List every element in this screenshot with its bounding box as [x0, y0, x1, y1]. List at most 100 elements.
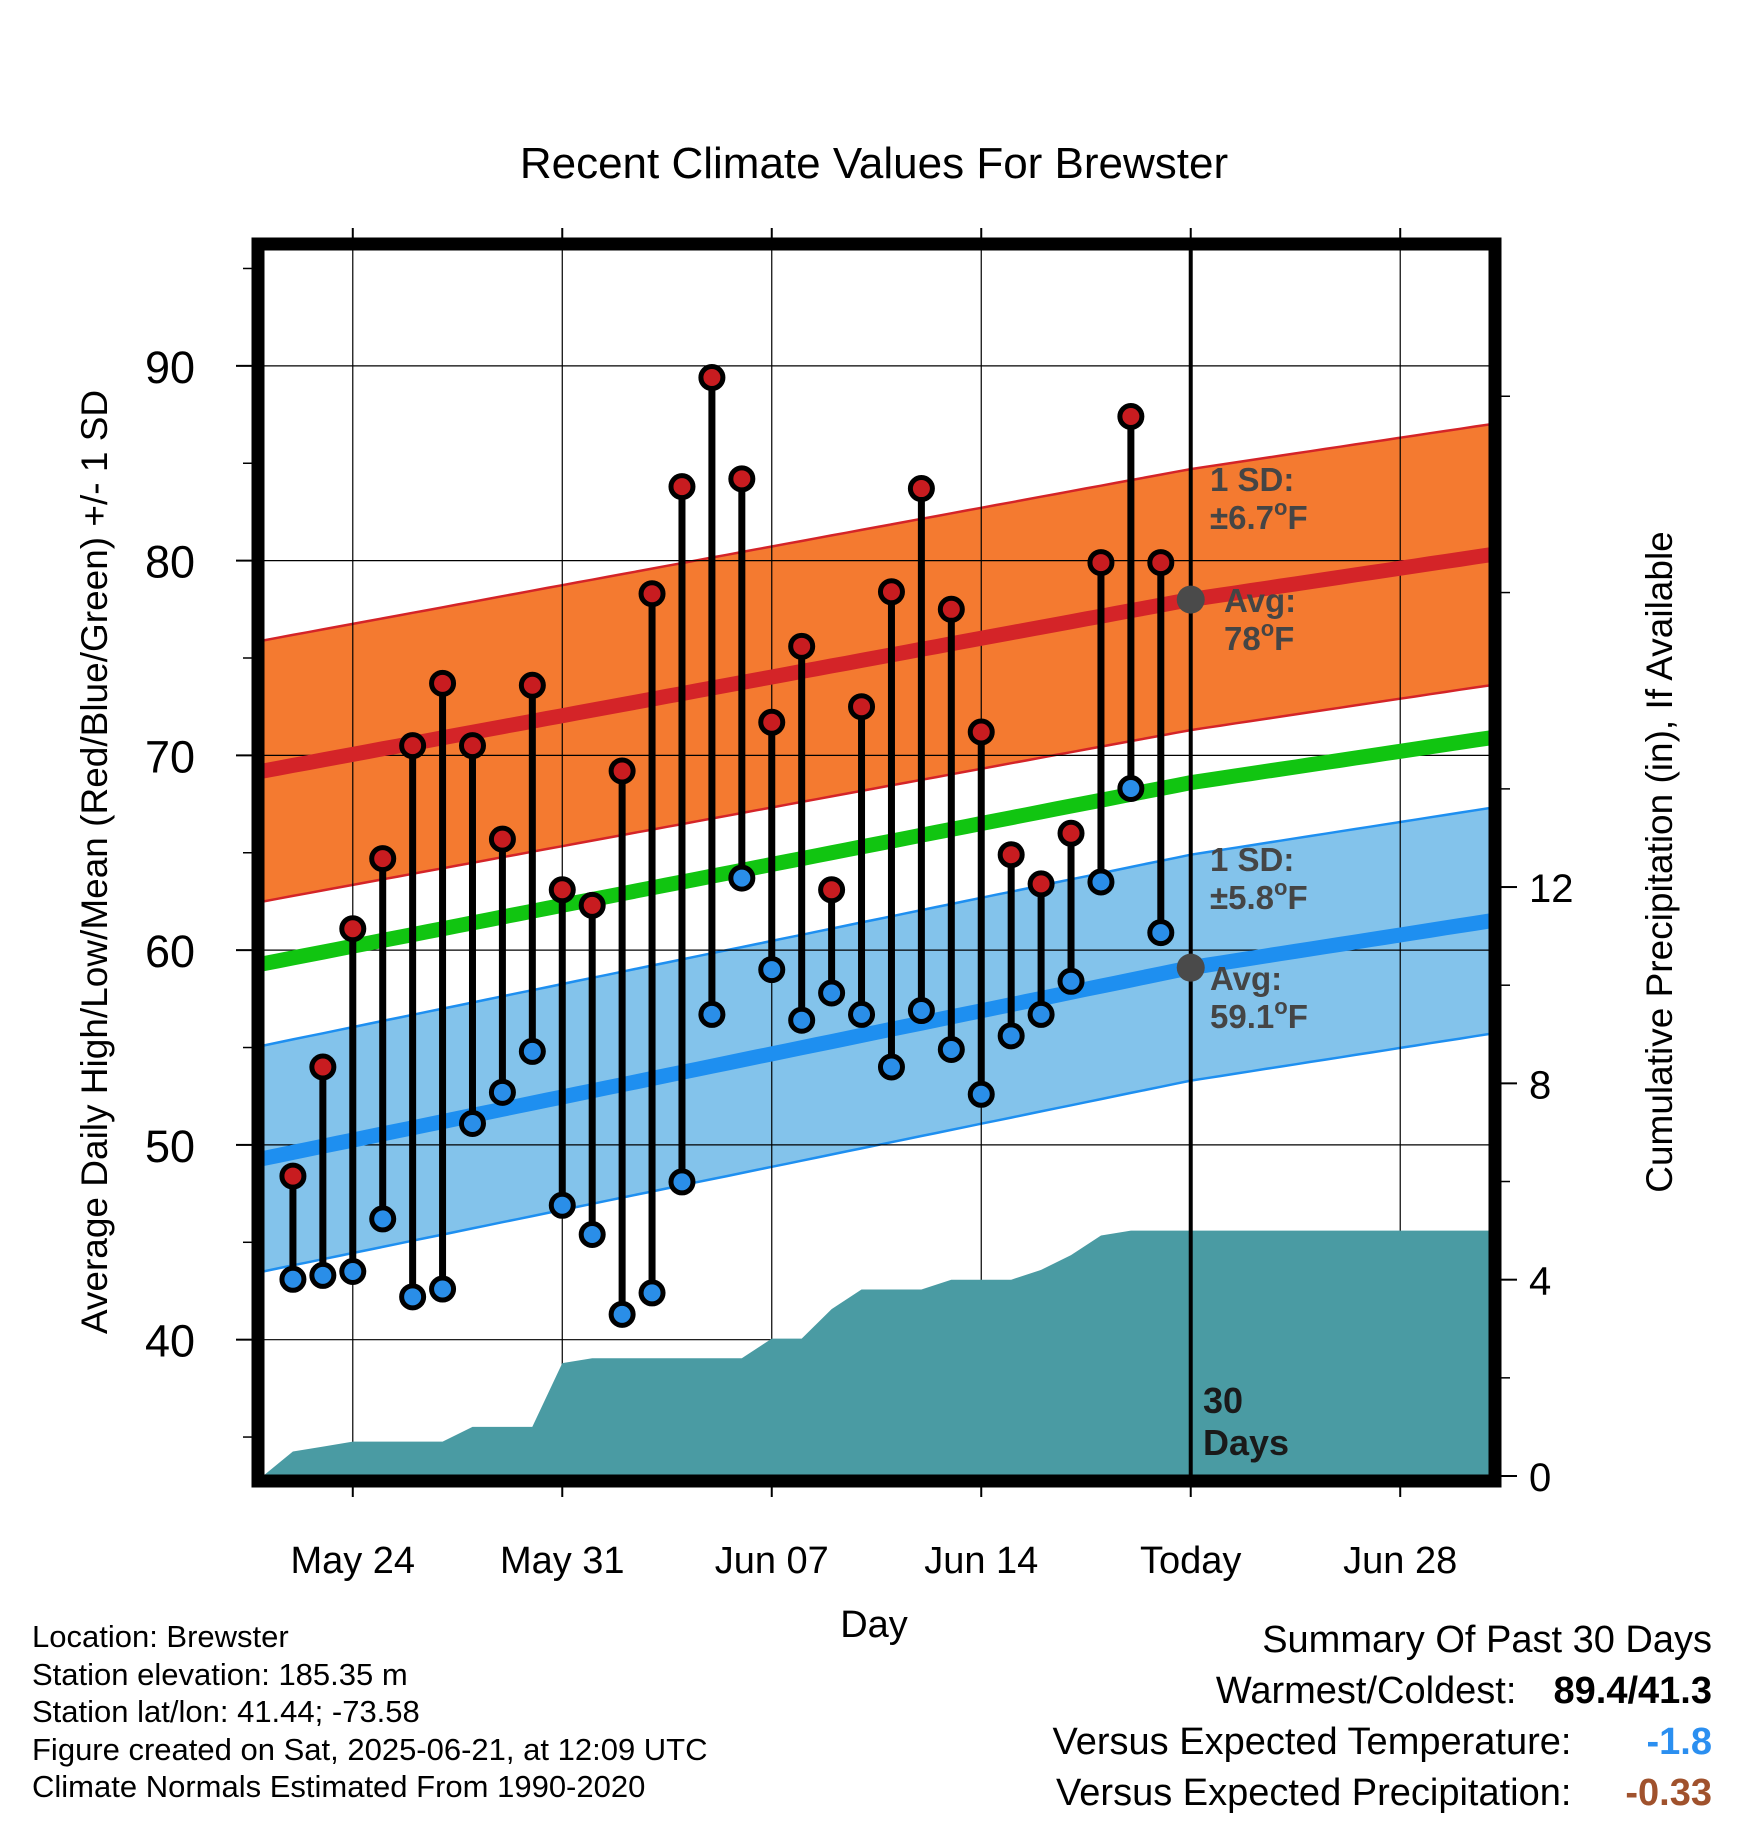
high-band-lower-edge: [263, 684, 1490, 903]
low-point: [608, 1300, 636, 1328]
y2-tick-label: 4: [1529, 1260, 1551, 1304]
high-point: [1117, 402, 1145, 430]
low-point: [488, 1078, 516, 1106]
y-tick-label: 80: [145, 537, 195, 588]
y2-axis-label: Cumulative Precipitation (in), If Availa…: [1639, 531, 1680, 1193]
y-tick-label: 40: [145, 1316, 195, 1367]
plot-frame: [251, 237, 1502, 1488]
high-point: [848, 693, 876, 721]
info-location: Location: Brewster: [32, 1619, 289, 1654]
high-point: [758, 708, 786, 736]
x-tick-label: Jun 07: [715, 1540, 829, 1582]
high-point: [429, 669, 457, 697]
high-point: [1147, 549, 1175, 577]
high-point: [488, 825, 516, 853]
summary-warm-cold-row: Warmest/Coldest: 89.4/41.3: [1053, 1666, 1712, 1717]
high-point: [1057, 819, 1085, 847]
y-axis-label: Average Daily High/Low/Mean (Red/Blue/Gr…: [74, 390, 115, 1334]
station-info: Location: Brewster Station elevation: 18…: [32, 1618, 708, 1806]
high-point: [369, 845, 397, 873]
low-point: [698, 1000, 726, 1028]
x-tick-label: May 24: [290, 1540, 415, 1582]
low-avg-annotation: Avg: 59.1oF: [1210, 960, 1308, 1035]
high-band-upper-edge: [263, 423, 1490, 642]
low-point: [638, 1279, 666, 1307]
summary-panel: Summary Of Past 30 Days Warmest/Coldest:…: [1053, 1615, 1712, 1819]
low-point: [997, 1022, 1025, 1050]
x-tick-label: May 31: [500, 1540, 625, 1582]
high-point: [907, 475, 935, 503]
low-point: [848, 1000, 876, 1028]
low-point: [548, 1191, 576, 1219]
today-high-avg-marker: [1176, 585, 1205, 614]
y2-tick-label: 0: [1529, 1456, 1551, 1500]
summary-temp-row: Versus Expected Temperature: -1.8: [1053, 1717, 1712, 1768]
low-point: [279, 1265, 307, 1293]
info-elevation: Station elevation: 185.35 m: [32, 1656, 408, 1692]
low-point: [578, 1220, 606, 1248]
high-point: [788, 632, 816, 660]
low-point: [1147, 919, 1175, 947]
low-point: [907, 997, 935, 1025]
plot-area: 1 SD: ±6.7oF Avg: 78oF 1 SD: ±5.8oF Avg: 59.1oF…: [263, 249, 1490, 1476]
low-point: [818, 979, 846, 1007]
high-point: [399, 732, 427, 760]
low-point: [937, 1035, 965, 1063]
high-point: [458, 732, 486, 760]
low-point: [458, 1109, 486, 1137]
high-point: [1027, 870, 1055, 898]
summary-precip-value: -0.33: [1625, 1772, 1712, 1814]
info-normals: Climate Normals Estimated From 1990-2020: [32, 1769, 646, 1804]
high-point: [518, 671, 546, 699]
high-avg-annotation: Avg: 78oF: [1224, 582, 1296, 657]
summary-warm-cold-label: Warmest/Coldest:: [1215, 1670, 1517, 1712]
high-point: [877, 578, 905, 606]
low-sd-annotation: 1 SD: ±5.8oF: [1210, 841, 1308, 916]
high-point: [339, 915, 367, 943]
high-point: [548, 876, 576, 904]
low-point: [1057, 967, 1085, 995]
y2-tick-label: 12: [1529, 867, 1574, 911]
high-point: [1087, 549, 1115, 577]
low-point: [429, 1275, 457, 1303]
low-band-upper-edge: [263, 806, 1490, 1047]
summary-heading: Summary Of Past 30 Days: [1262, 1619, 1712, 1661]
chart-title: Recent Climate Values For Brewster: [520, 139, 1228, 188]
high-sd-annotation: 1 SD: ±6.7oF: [1210, 461, 1308, 536]
high-point: [818, 876, 846, 904]
summary-temp-value: -1.8: [1646, 1721, 1712, 1763]
low-point: [369, 1205, 397, 1233]
normal-mean-line: [263, 730, 1490, 972]
info-created: Figure created on Sat, 2025-06-21, at 12…: [32, 1731, 708, 1767]
y-tick-label: 90: [145, 342, 195, 393]
low-point: [728, 864, 756, 892]
high-point: [638, 580, 666, 608]
high-point: [279, 1162, 307, 1190]
low-point: [309, 1261, 337, 1289]
high-point: [967, 718, 995, 746]
low-point: [877, 1053, 905, 1081]
y-tick-label: 60: [145, 926, 195, 977]
low-point: [668, 1168, 696, 1196]
y-tick-label: 50: [145, 1121, 195, 1172]
y2-tick-label: 8: [1529, 1063, 1551, 1107]
low-point: [399, 1283, 427, 1311]
low-point: [339, 1258, 367, 1285]
low-point: [1027, 1000, 1055, 1028]
summary-precip-row: Versus Expected Precipitation: -0.33: [1053, 1768, 1712, 1819]
high-point: [997, 841, 1025, 869]
high-point: [728, 465, 756, 493]
x-tick-label: Jun 28: [1343, 1540, 1457, 1582]
precip-area: [263, 1230, 1490, 1476]
high-point: [668, 473, 696, 501]
high-point: [309, 1053, 337, 1081]
high-point: [578, 891, 606, 919]
x-axis-label: Day: [840, 1604, 908, 1646]
low-point: [788, 1006, 816, 1034]
high-point: [608, 757, 636, 785]
low-point: [1087, 868, 1115, 896]
x-tick-label: Jun 14: [924, 1540, 1038, 1582]
y-tick-label: 70: [145, 731, 195, 782]
low-point: [758, 956, 786, 984]
